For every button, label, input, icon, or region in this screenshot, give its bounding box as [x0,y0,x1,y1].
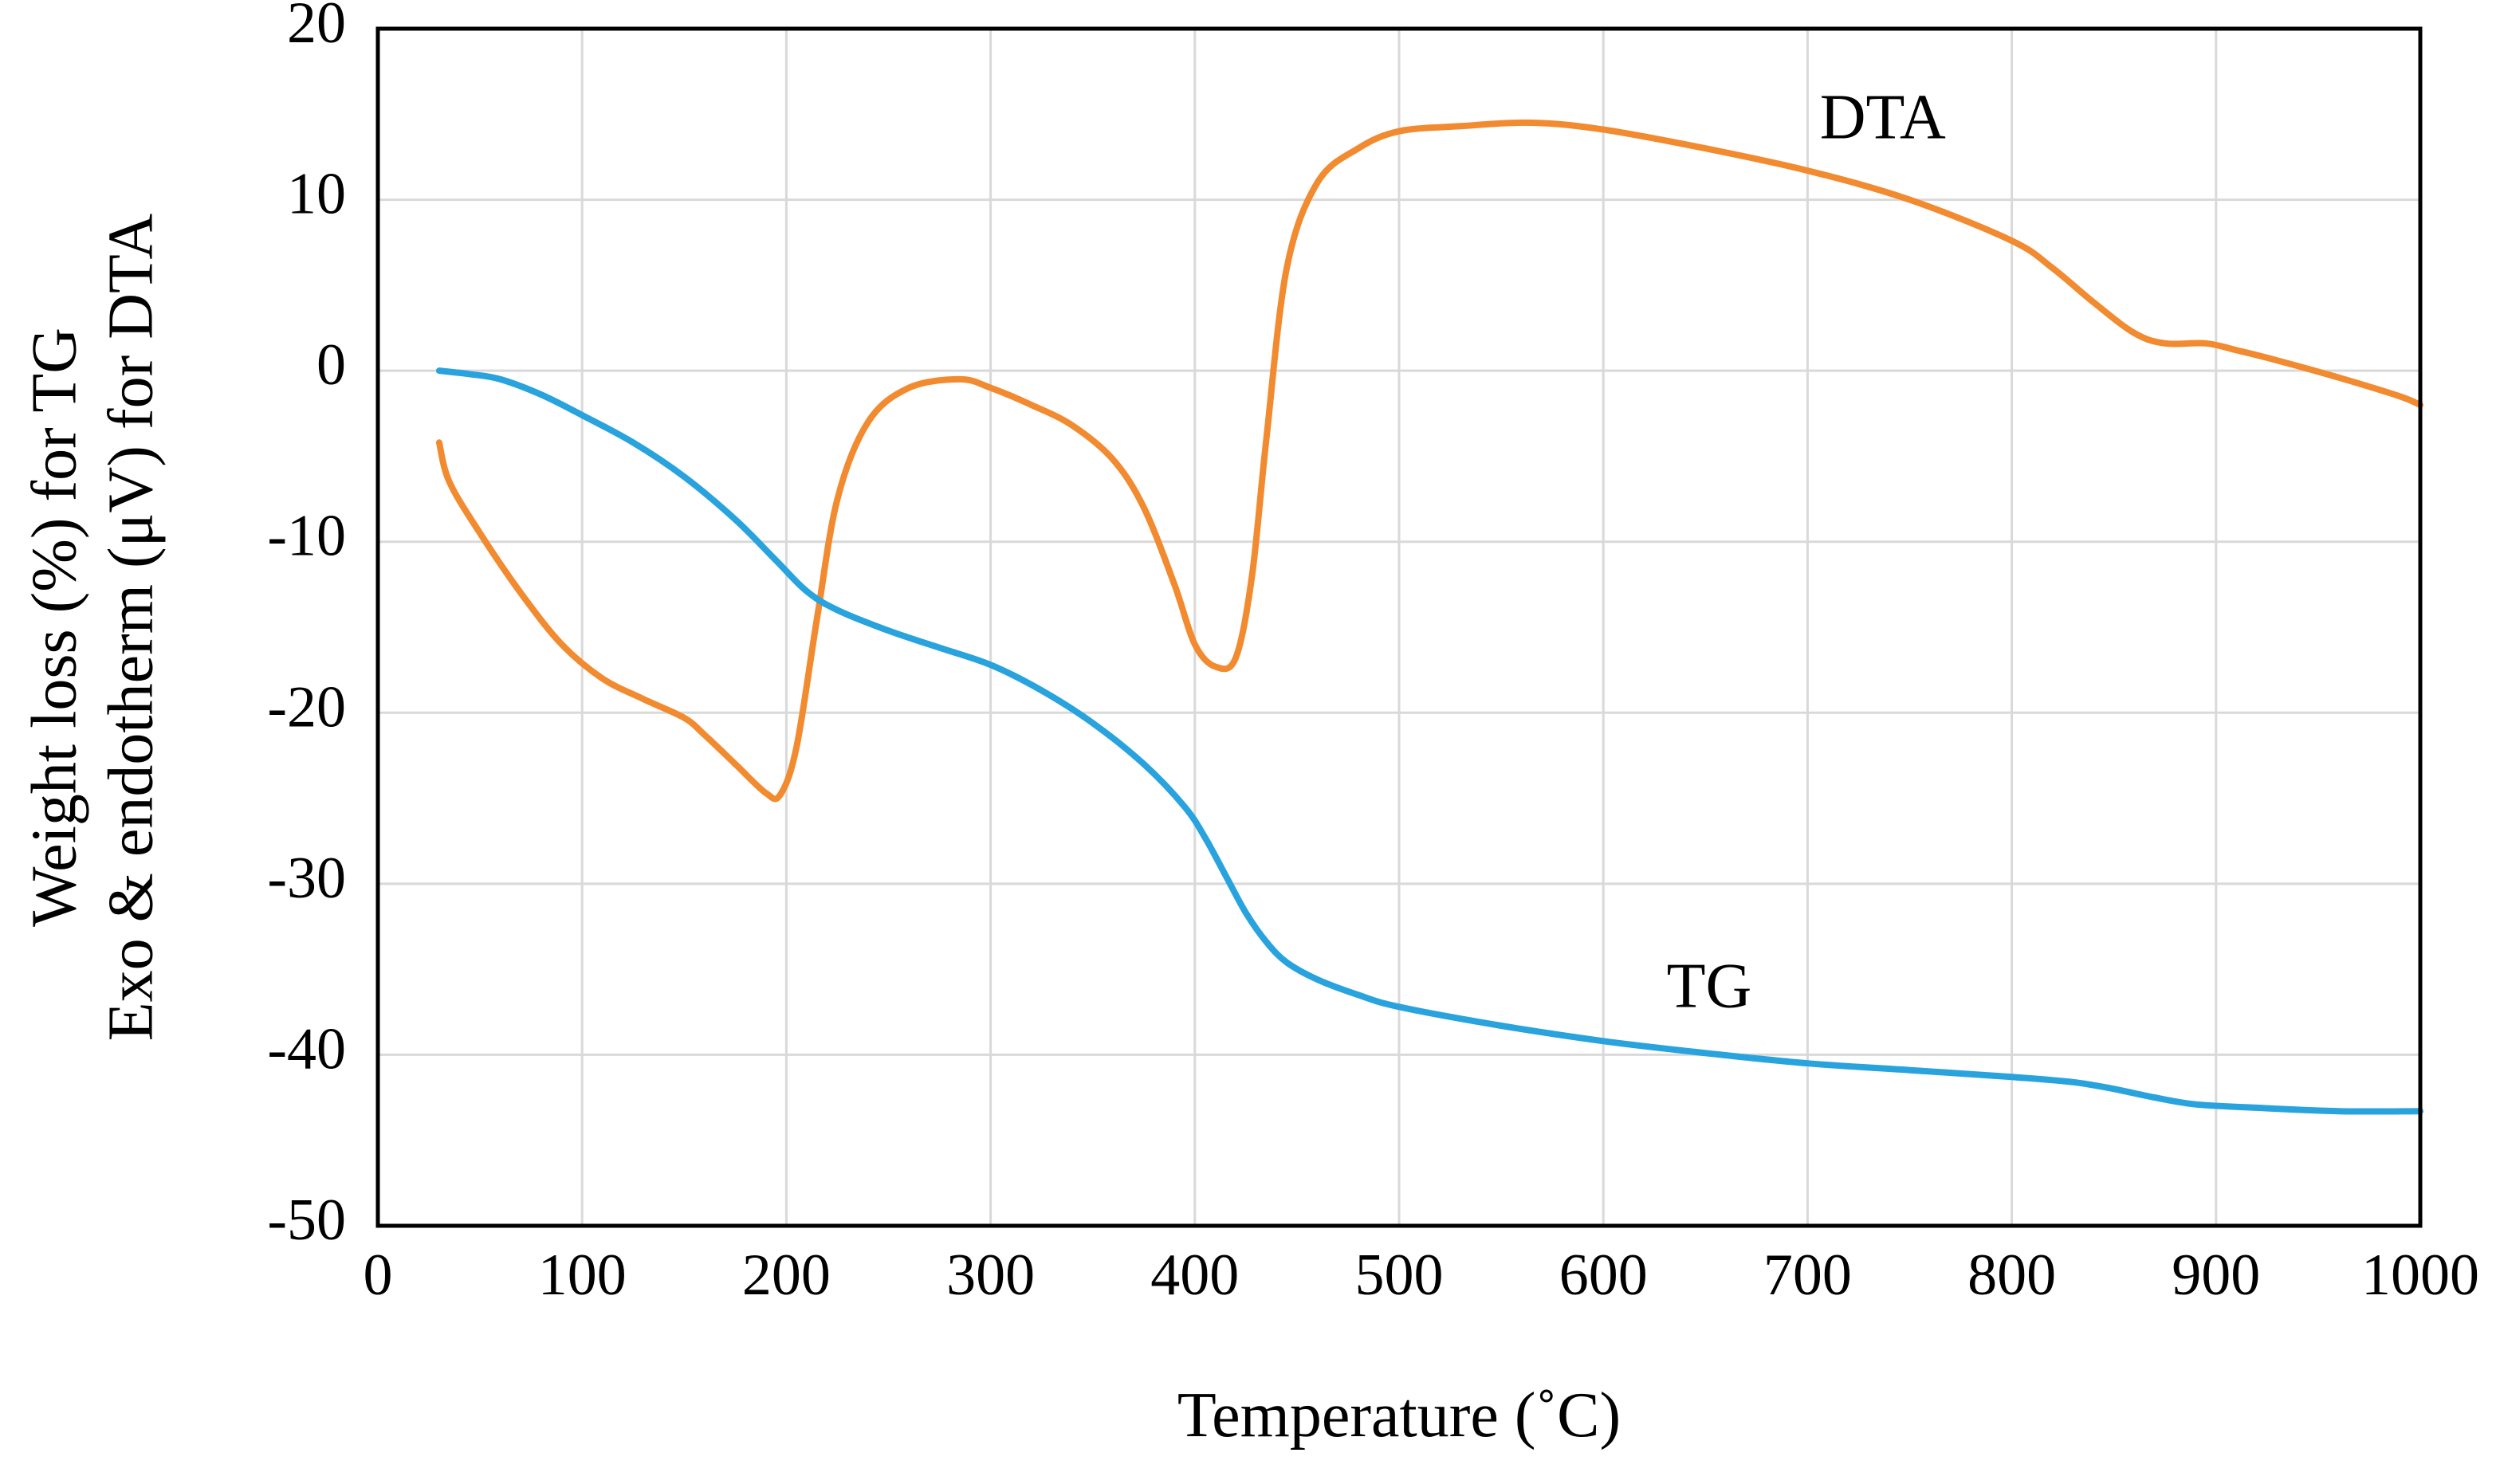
x-tick-label: 600 [1559,1243,1648,1308]
x-tick-label: 1000 [2361,1243,2479,1308]
y-tick-label: -30 [267,846,346,911]
series-label-tg: TG [1667,951,1752,1021]
series-lines [435,119,2423,1115]
y-tick-label: -10 [267,504,346,569]
y-axis-title-line-2: Exo & endotherm (μV) for DTA [96,214,166,1042]
x-tick-label: 800 [1967,1243,2056,1308]
series-labels: DTA TG [1667,82,1946,1021]
series-line-tg [435,367,2423,1115]
y-tick-label: 10 [287,162,346,227]
x-tick-label: 400 [1150,1243,1239,1308]
x-tick-label: 900 [2172,1243,2260,1308]
y-tick-label: 20 [287,0,346,56]
y-tick-label: -20 [267,674,346,740]
y-axis-tick-labels: 20 10 0 -10 -20 -30 -40 -50 [267,0,346,1253]
y-tick-label: -50 [267,1188,346,1253]
grid-lines [378,29,2420,1226]
plot-area-frame [375,26,2423,1228]
x-axis-title: Temperature (˚C) [1177,1380,1621,1451]
x-tick-label: 200 [742,1243,831,1308]
y-axis-title-line-1: Weight loss (%) for TG [19,328,89,927]
x-tick-label: 500 [1355,1243,1444,1308]
x-tick-label: 300 [946,1243,1035,1308]
series-label-dta: DTA [1820,82,1946,152]
x-tick-label: 0 [364,1243,393,1308]
series-line-dta [435,119,2423,803]
y-tick-label: -40 [267,1016,346,1082]
x-tick-label: 100 [538,1243,627,1308]
x-tick-label: 700 [1763,1243,1852,1308]
y-tick-label: 0 [316,332,346,398]
x-axis-tick-labels: 0 100 200 300 400 500 600 700 800 900 1000 [364,1243,2480,1308]
